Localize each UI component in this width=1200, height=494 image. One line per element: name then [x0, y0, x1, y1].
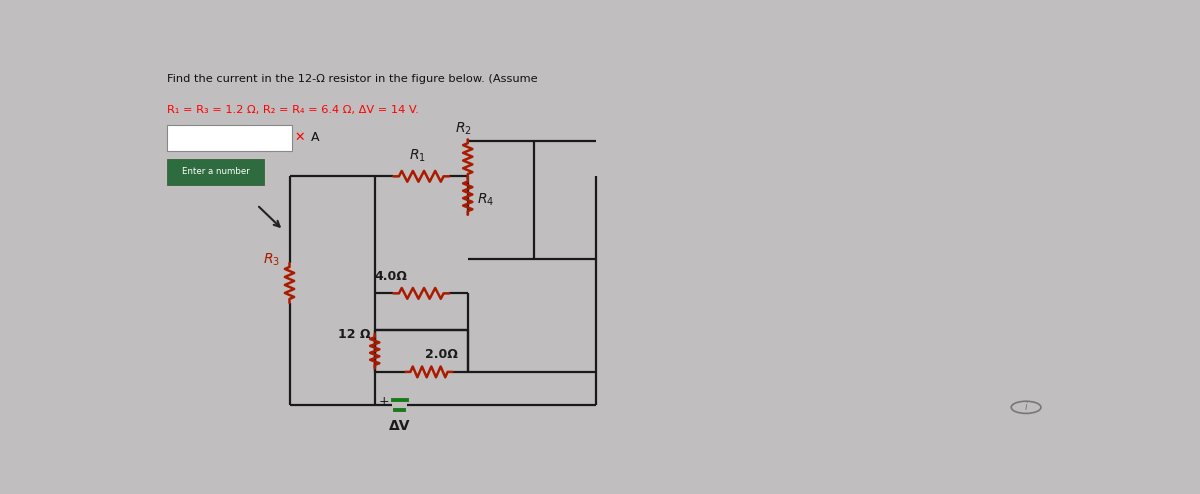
- Text: i: i: [1025, 402, 1027, 412]
- Text: $R_3$: $R_3$: [263, 251, 281, 268]
- Text: Enter a number: Enter a number: [181, 167, 250, 176]
- Text: ΔV: ΔV: [389, 419, 410, 433]
- Text: Find the current in the 12-Ω resistor in the figure below. (Assume: Find the current in the 12-Ω resistor in…: [167, 75, 541, 84]
- FancyBboxPatch shape: [167, 159, 264, 185]
- Text: ✕: ✕: [294, 131, 305, 144]
- Text: A: A: [311, 131, 319, 144]
- Text: 2.0Ω: 2.0Ω: [425, 348, 458, 361]
- Text: R₁ = R₃ = 1.2 Ω, R₂ = R₄ = 6.4 Ω, ΔV = 14 V.: R₁ = R₃ = 1.2 Ω, R₂ = R₄ = 6.4 Ω, ΔV = 1…: [167, 105, 419, 115]
- Text: $R_4$: $R_4$: [478, 192, 494, 208]
- Text: +: +: [379, 395, 389, 409]
- FancyBboxPatch shape: [167, 124, 293, 151]
- Text: 12 Ω: 12 Ω: [338, 328, 371, 341]
- Text: $R_1$: $R_1$: [409, 148, 426, 164]
- Text: $R_2$: $R_2$: [456, 121, 473, 137]
- Text: 4.0Ω: 4.0Ω: [374, 270, 408, 283]
